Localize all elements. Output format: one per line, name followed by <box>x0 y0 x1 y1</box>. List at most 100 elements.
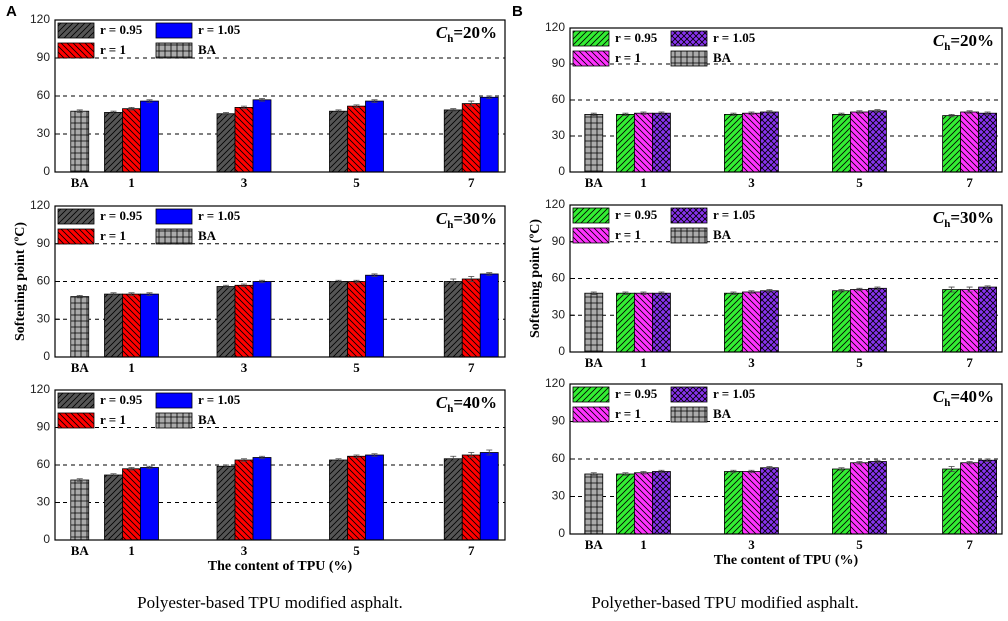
error-bar <box>468 100 475 107</box>
error-bar <box>730 112 737 116</box>
error-bar <box>838 112 845 116</box>
x-tick-label: 3 <box>241 360 248 375</box>
bar <box>140 467 159 541</box>
bar <box>443 281 463 358</box>
error-bar <box>450 455 457 462</box>
x-tick-label: 5 <box>353 360 360 375</box>
legend-label: r = 1.05 <box>198 392 241 407</box>
y-tick-label: 0 <box>43 164 50 178</box>
legend-swatch <box>57 208 95 225</box>
legend-swatch <box>155 412 193 429</box>
error-bar <box>241 458 247 462</box>
y-tick-label: 90 <box>552 414 566 428</box>
error-bar <box>984 458 991 462</box>
legend-label: BA <box>198 412 217 427</box>
bar <box>724 114 743 173</box>
x-tick-label: 5 <box>856 537 863 552</box>
bar <box>584 292 604 353</box>
annotation: Ch=20% <box>436 23 497 45</box>
bar <box>634 112 653 173</box>
bar <box>234 107 254 173</box>
y-tick-label: 60 <box>552 451 566 465</box>
bar <box>942 289 961 353</box>
y-tick-label: 60 <box>37 274 51 288</box>
error-bar <box>948 286 955 293</box>
bar <box>140 293 159 358</box>
bar <box>724 471 743 535</box>
legend-swatch <box>670 50 708 67</box>
x-tick-label: BA <box>71 543 90 558</box>
annotation-value: =20% <box>453 23 497 42</box>
error-bar <box>856 461 863 465</box>
legend-label: r = 0.95 <box>100 22 143 37</box>
error-bar <box>223 112 229 116</box>
bar <box>365 274 384 358</box>
legend-label: r = 1.05 <box>713 30 756 45</box>
plot-frame <box>569 383 1003 535</box>
annotation-symbol: C <box>436 393 448 412</box>
bar <box>252 457 272 541</box>
y-tick-label: 120 <box>545 20 565 34</box>
bar <box>479 452 499 541</box>
caption: Polyether-based TPU modified asphalt. <box>591 593 859 612</box>
annotation-value: =40% <box>950 387 994 406</box>
error-bar <box>874 286 881 290</box>
y-axis-label: Softening point (ºC) <box>13 222 28 341</box>
plot-frame <box>569 27 1003 173</box>
bar <box>832 290 851 353</box>
bar <box>252 281 272 358</box>
error-bar <box>766 110 773 114</box>
panel-label: A <box>6 3 17 20</box>
error-bar <box>486 95 493 99</box>
error-bar <box>353 454 360 458</box>
y-axis-label: Softening point (ºC) <box>528 219 543 338</box>
error-bar <box>259 455 265 460</box>
annotation-symbol: C <box>933 387 945 406</box>
x-tick-label: 5 <box>856 355 863 370</box>
bar <box>122 468 141 541</box>
y-tick-label: 30 <box>552 489 566 503</box>
error-bar <box>658 469 665 474</box>
bar <box>443 109 463 173</box>
x-tick-label: 7 <box>966 175 973 190</box>
bar <box>742 471 761 535</box>
x-axis-label: The content of TPU (%) <box>714 553 859 568</box>
error-bar <box>766 466 773 470</box>
bar <box>252 99 272 173</box>
x-axis-label: The content of TPU (%) <box>208 559 353 574</box>
y-tick-label: 120 <box>30 198 50 212</box>
x-tick-label: 1 <box>128 543 135 558</box>
legend-swatch <box>155 228 193 245</box>
bar <box>616 473 635 535</box>
bar <box>216 113 236 173</box>
legend-swatch <box>57 412 95 429</box>
error-bar <box>335 109 342 113</box>
error-bar <box>468 276 475 282</box>
legend-label: r = 1.05 <box>198 22 241 37</box>
legend-swatch <box>572 386 610 403</box>
x-tick-label: 3 <box>241 175 248 190</box>
error-bar <box>146 465 153 470</box>
x-tick-label: 1 <box>640 537 647 552</box>
legend-label: r = 0.95 <box>615 30 658 45</box>
error-bar <box>590 291 597 295</box>
bar <box>634 472 653 535</box>
plot-frame <box>569 204 1003 353</box>
annotation-value: =20% <box>950 31 994 50</box>
x-tick-label: 1 <box>640 175 647 190</box>
annotation-subscript: h <box>447 403 453 415</box>
panel-label: B <box>512 3 523 20</box>
bar <box>347 105 366 173</box>
x-tick-label: 5 <box>353 175 360 190</box>
y-tick-label: 0 <box>43 532 50 546</box>
x-tick-label: 5 <box>856 175 863 190</box>
y-tick-label: 90 <box>37 50 51 64</box>
annotation-value: =30% <box>453 209 497 228</box>
bar <box>724 292 743 353</box>
bar <box>760 290 779 353</box>
legend-swatch <box>572 406 610 423</box>
error-bar <box>966 286 973 293</box>
error-bar <box>730 469 737 474</box>
legend-swatch <box>572 227 610 244</box>
legend-label: r = 0.95 <box>615 207 658 222</box>
